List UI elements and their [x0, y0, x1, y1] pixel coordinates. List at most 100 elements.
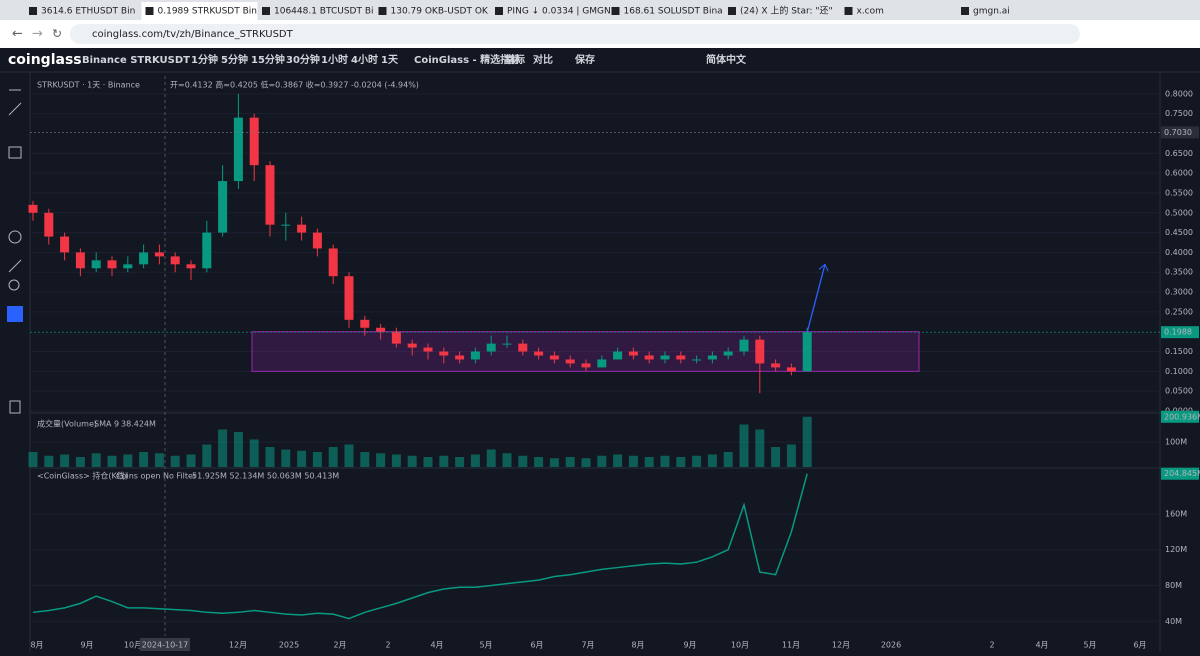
url-field[interactable]	[70, 24, 1080, 44]
y-tick-label: 160M	[1165, 509, 1187, 518]
candle-body	[139, 252, 149, 265]
interval[interactable]: 4小时	[351, 53, 378, 66]
toolbar-item[interactable]: CoinGlass - 精选指标	[414, 53, 520, 66]
volume-bar	[123, 454, 133, 467]
volume-bar	[281, 449, 291, 467]
toolbar-item[interactable]: 保存	[574, 53, 595, 66]
volume-bar	[328, 447, 338, 467]
candle-body	[44, 212, 54, 237]
tab-icon	[728, 7, 736, 15]
candle-body	[723, 351, 733, 356]
candle-body	[486, 343, 496, 352]
volume-bar	[470, 454, 480, 467]
x-tick-label: 5月	[479, 641, 492, 650]
candle-body	[107, 260, 117, 269]
x-tick-label: 12月	[229, 641, 247, 650]
volume-bar	[707, 454, 717, 467]
tool-icon[interactable]	[8, 146, 22, 159]
y-tick-label: 0.4000	[1165, 248, 1193, 257]
x-tick-label: 2026	[881, 641, 901, 650]
price-tag	[1161, 326, 1199, 339]
y-tick-label: 0.7500	[1165, 109, 1193, 118]
toolbar-item[interactable]: 对比	[533, 53, 553, 66]
candle-body	[628, 351, 638, 356]
y-tick-label: 0.1500	[1165, 347, 1193, 356]
oi-line	[32, 473, 808, 620]
volume-bar	[154, 453, 164, 467]
interval[interactable]: 1分钟	[191, 53, 218, 66]
tab[interactable]: gmgn.ai	[973, 7, 1010, 17]
reload[interactable]: ↻	[52, 27, 62, 41]
symbol[interactable]: Binance STRKUSDT	[82, 55, 190, 66]
logo[interactable]: coinglass	[8, 52, 82, 68]
interval[interactable]: 15分钟	[251, 53, 285, 66]
x-tick-label: 6月	[530, 641, 543, 650]
y-tick-label: 0.6000	[1165, 169, 1193, 178]
tool-icon[interactable]	[8, 102, 22, 116]
tool-icon[interactable]	[7, 306, 23, 322]
tool-icon[interactable]	[9, 400, 21, 414]
back[interactable]: ←	[12, 27, 23, 42]
volume-bar	[771, 447, 781, 467]
tab-icon	[961, 7, 969, 15]
tab[interactable]: 0.1989 STRKUSDT Bin	[158, 7, 257, 17]
interval[interactable]: 1小时	[321, 53, 348, 66]
legend-symbol: STRKUSDT · 1天 · Binance	[37, 81, 140, 90]
forward[interactable]: →	[32, 27, 43, 42]
tool-icon[interactable]	[8, 230, 22, 244]
candle-body	[739, 339, 749, 352]
volume-bar	[139, 452, 149, 467]
candle-body	[786, 367, 796, 372]
volume-bar	[360, 452, 370, 467]
volume-bar	[802, 416, 812, 467]
volume-bar	[44, 455, 54, 467]
interval[interactable]: 30分钟	[286, 53, 320, 66]
tab[interactable]: (24) X 上的 Star: "还"	[740, 5, 833, 17]
interval[interactable]: 1天	[381, 54, 399, 66]
candle-body	[644, 355, 654, 360]
tab[interactable]: 130.79 OKB-USDT OK	[391, 7, 489, 17]
tab[interactable]: PING ↓ 0.0334 | GMGN	[507, 7, 611, 17]
arrow-head	[818, 263, 829, 272]
volume-bar	[376, 453, 386, 467]
volume-bar	[60, 454, 70, 467]
toolbar-item[interactable]: 指标	[505, 53, 525, 66]
tab[interactable]: 3614.6 ETHUSDT Bin	[41, 7, 135, 17]
y-tick-label: 80M	[1165, 581, 1182, 590]
legend-volume: 成交量(Volume)	[37, 419, 97, 429]
y-tick-label: 0.8000	[1165, 89, 1193, 98]
volume-bar	[723, 452, 733, 467]
candle-body	[771, 363, 781, 368]
volume-bar	[344, 444, 354, 467]
y-tick-label: 0.3000	[1165, 288, 1193, 297]
candle-body	[549, 355, 559, 360]
candle-body	[455, 355, 465, 360]
x-tick-label: 7月	[581, 641, 594, 650]
candle-body	[202, 232, 212, 269]
tab[interactable]: x.com	[857, 7, 884, 17]
candle-body	[518, 343, 528, 352]
candle-body	[597, 359, 607, 368]
volume-bar	[502, 453, 512, 467]
tab[interactable]: 106448.1 BTCUSDT Bi	[274, 7, 374, 17]
candle-body	[154, 252, 164, 257]
tab-icon	[29, 7, 37, 15]
volume-bar	[597, 455, 607, 467]
tab[interactable]: 168.61 SOLUSDT Bina	[624, 7, 723, 17]
volume-bar	[297, 450, 307, 467]
language[interactable]: 简体中文	[706, 53, 747, 66]
tool-icon[interactable]	[8, 279, 20, 291]
x-tick-label: 2月	[333, 641, 346, 650]
candle-body	[312, 232, 322, 249]
candle-body	[439, 351, 449, 356]
volume-bar	[439, 455, 449, 467]
interval[interactable]: 5分钟	[221, 53, 248, 66]
legend-ohlc: 开=0.4132 高=0.4205 低=0.3867 收=0.3927 -0.0…	[170, 80, 419, 90]
candle-body	[328, 248, 338, 277]
tool-icon[interactable]	[8, 259, 22, 273]
candle-body	[28, 204, 38, 213]
active-tab	[141, 2, 258, 20]
x-tick-label: 11月	[782, 641, 800, 650]
volume-bar	[660, 455, 670, 467]
